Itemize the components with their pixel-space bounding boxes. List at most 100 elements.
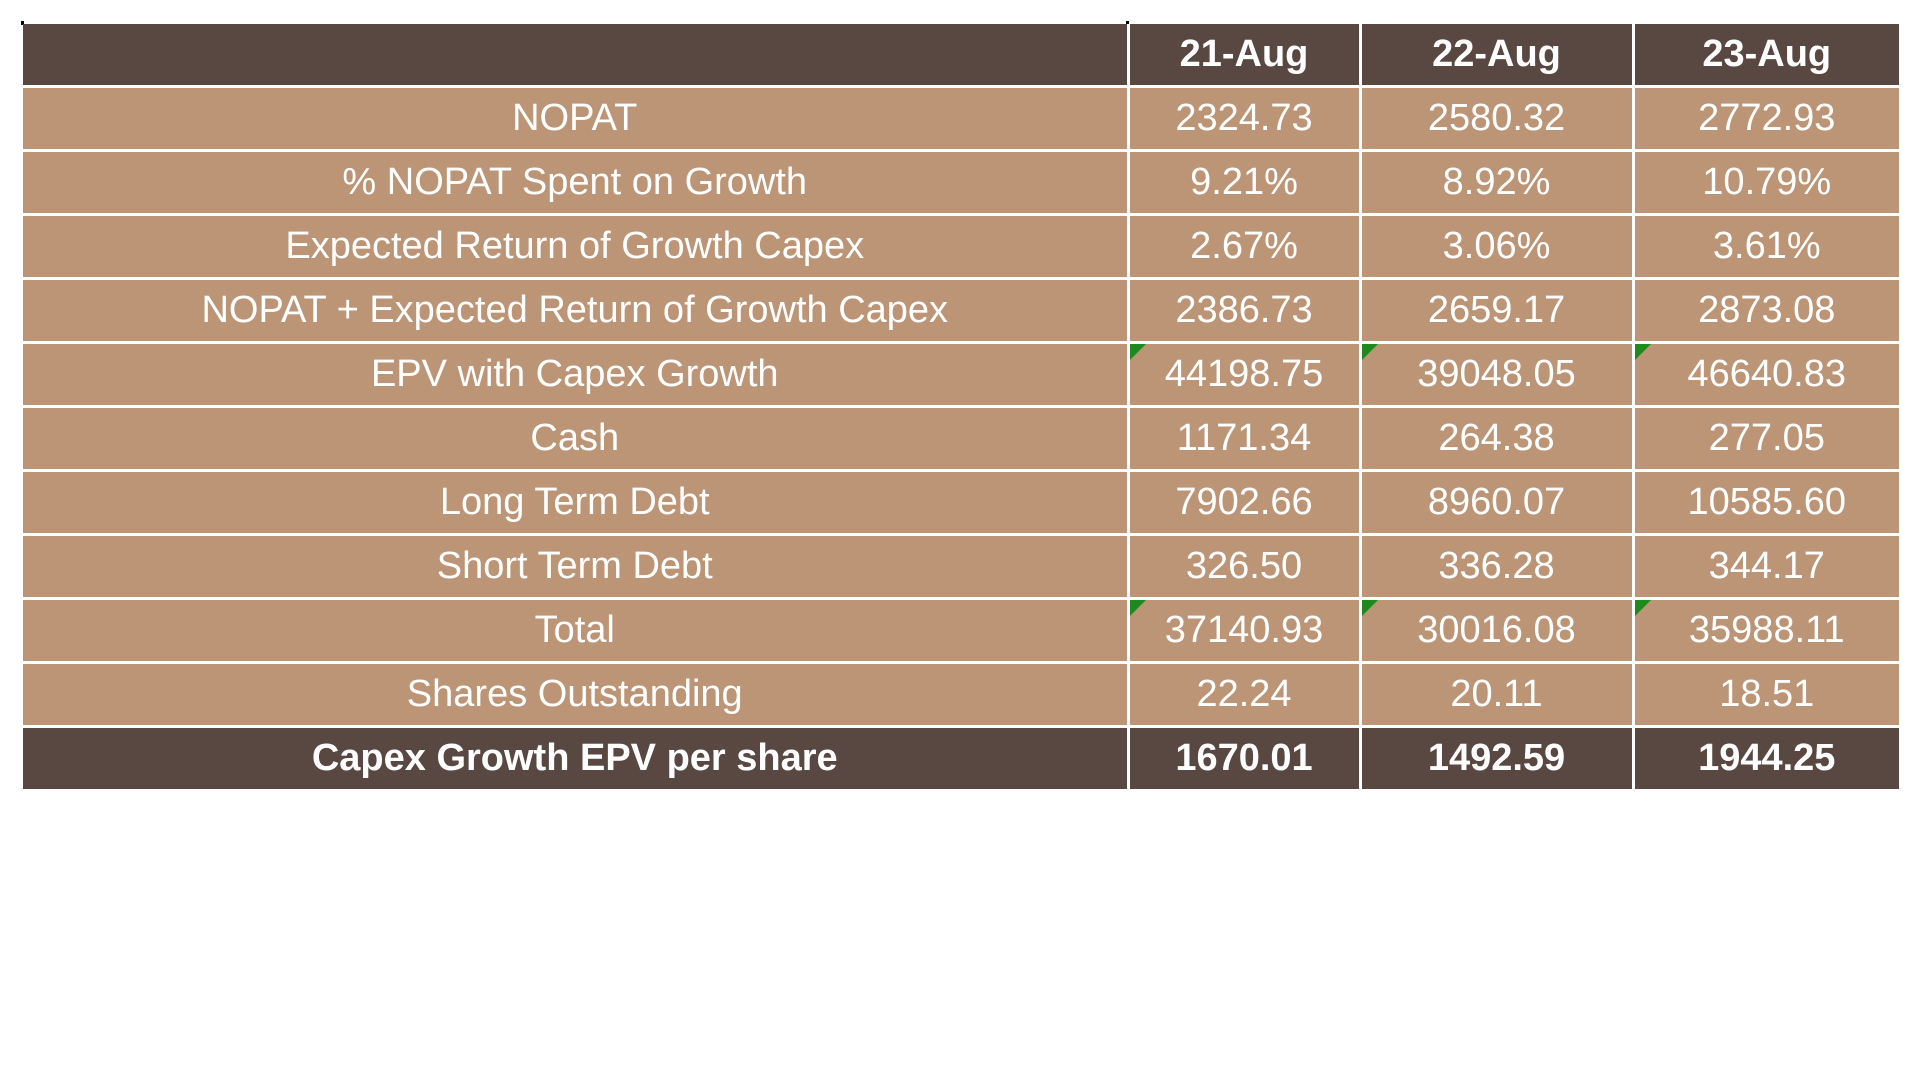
value-cell[interactable]: 8.92%	[1360, 150, 1635, 216]
value-cell[interactable]: 10585.60	[1633, 470, 1899, 536]
value-cell[interactable]: 336.28	[1360, 534, 1635, 600]
value-cell[interactable]: 30016.08	[1360, 598, 1635, 664]
row-label-cell[interactable]: Short Term Debt	[23, 534, 1130, 600]
row-label-cell[interactable]: EPV with Capex Growth	[23, 342, 1130, 408]
value-cell[interactable]: 20.11	[1360, 662, 1635, 728]
value-text: 22.24	[1196, 673, 1292, 715]
value-text: 44198.75	[1164, 353, 1324, 395]
row-label-cell[interactable]: NOPAT	[23, 86, 1130, 152]
error-indicator-icon[interactable]	[1129, 344, 1146, 360]
value-text: 8960.07	[1427, 481, 1566, 523]
value-cell[interactable]: 326.50	[1128, 534, 1362, 600]
value-text: 2.67%	[1190, 225, 1298, 267]
value-text: 10.79%	[1702, 161, 1832, 203]
table-row: Shares Outstanding 22.24 20.11 18.51	[23, 662, 1899, 728]
value-text: 326.50	[1185, 545, 1303, 587]
table-row: Total 37140.93 30016.08 35988.11	[23, 598, 1899, 664]
row-label-cell[interactable]: Total	[23, 598, 1130, 664]
error-indicator-icon[interactable]	[1634, 344, 1651, 360]
value-cell[interactable]: 2580.32	[1360, 86, 1635, 152]
error-indicator-icon[interactable]	[1129, 600, 1146, 616]
value-cell[interactable]: 10.79%	[1633, 150, 1899, 216]
value-text: 10585.60	[1687, 481, 1847, 523]
table-row: Cash 1171.34 264.38 277.05	[23, 406, 1899, 472]
value-cell[interactable]: 22.24	[1128, 662, 1362, 728]
table-row: % NOPAT Spent on Growth 9.21% 8.92% 10.79%	[23, 150, 1899, 216]
table-row: Expected Return of Growth Capex 2.67% 3.06…	[23, 214, 1899, 280]
value-cell[interactable]: 44198.75	[1128, 342, 1362, 408]
value-text: 2873.08	[1698, 289, 1836, 331]
value-cell[interactable]: 264.38	[1360, 406, 1635, 472]
header-row: 21-Aug 22-Aug 23-Aug	[23, 24, 1899, 88]
footer-value-cell[interactable]: 1492.59	[1360, 726, 1635, 789]
error-indicator-icon[interactable]	[1634, 600, 1651, 616]
row-label-cell[interactable]: Expected Return of Growth Capex	[23, 214, 1130, 280]
value-text: 277.05	[1708, 417, 1825, 459]
value-cell[interactable]: 2772.93	[1633, 86, 1899, 152]
value-cell[interactable]: 3.61%	[1633, 214, 1899, 280]
value-cell[interactable]: 2324.73	[1128, 86, 1362, 152]
value-cell[interactable]: 2659.17	[1360, 278, 1635, 344]
footer-row: Capex Growth EPV per share 1670.01 1492.59…	[23, 726, 1899, 789]
value-text: 7902.66	[1175, 481, 1313, 523]
value-text: 9.21%	[1190, 161, 1298, 203]
value-text: 336.28	[1438, 545, 1555, 587]
value-text: 20.11	[1450, 673, 1543, 715]
row-label-cell[interactable]: Long Term Debt	[23, 470, 1130, 536]
value-cell[interactable]: 2873.08	[1633, 278, 1899, 344]
value-text: 2659.17	[1427, 289, 1566, 331]
header-cell-label[interactable]	[23, 24, 1130, 88]
value-cell[interactable]: 9.21%	[1128, 150, 1362, 216]
header-cell-22-aug[interactable]: 22-Aug	[1360, 24, 1635, 88]
value-text: 264.38	[1438, 417, 1555, 459]
epv-table: 21-Aug 22-Aug 23-Aug NOPAT 2324.73 2580.32…	[23, 24, 1899, 789]
table-body: NOPAT 2324.73 2580.32 2772.93 % NOPAT Spent …	[23, 86, 1899, 789]
value-cell[interactable]: 2386.73	[1128, 278, 1362, 344]
footer-value-cell[interactable]: 1670.01	[1128, 726, 1362, 789]
table-row: NOPAT 2324.73 2580.32 2772.93	[23, 86, 1899, 152]
value-text: 3.06%	[1442, 225, 1551, 267]
row-label-cell[interactable]: Cash	[23, 406, 1130, 472]
value-cell[interactable]: 7902.66	[1128, 470, 1362, 536]
table-row: Short Term Debt 326.50 336.28 344.17	[23, 534, 1899, 600]
value-text: 39048.05	[1417, 353, 1576, 395]
value-text: 3.61%	[1712, 225, 1821, 267]
value-cell[interactable]: 1171.34	[1128, 406, 1362, 472]
value-text: 35988.11	[1688, 609, 1845, 651]
value-text: 1171.34	[1176, 417, 1312, 459]
header-cell-21-aug[interactable]: 21-Aug	[1128, 24, 1362, 88]
value-text: 37140.93	[1164, 609, 1324, 651]
value-cell[interactable]: 35988.11	[1633, 598, 1899, 664]
row-label-cell[interactable]: NOPAT + Expected Return of Growth Capex	[23, 278, 1130, 344]
value-text: 344.17	[1708, 545, 1825, 587]
value-cell[interactable]: 46640.83	[1633, 342, 1899, 408]
header-cell-23-aug[interactable]: 23-Aug	[1633, 24, 1899, 88]
value-text: 46640.83	[1687, 353, 1847, 395]
value-text: 2386.73	[1175, 289, 1313, 331]
row-label-cell[interactable]: % NOPAT Spent on Growth	[23, 150, 1130, 216]
value-cell[interactable]: 39048.05	[1360, 342, 1635, 408]
error-indicator-icon[interactable]	[1361, 344, 1378, 360]
value-cell[interactable]: 2.67%	[1128, 214, 1362, 280]
table-row: Long Term Debt 7902.66 8960.07 10585.60	[23, 470, 1899, 536]
value-cell[interactable]: 3.06%	[1360, 214, 1635, 280]
value-text: 30016.08	[1417, 609, 1576, 651]
value-cell[interactable]: 37140.93	[1128, 598, 1362, 664]
value-cell[interactable]: 277.05	[1633, 406, 1899, 472]
value-cell[interactable]: 8960.07	[1360, 470, 1635, 536]
value-text: 2580.32	[1427, 97, 1566, 139]
footer-value-cell[interactable]: 1944.25	[1633, 726, 1899, 789]
error-indicator-icon[interactable]	[1361, 600, 1378, 616]
value-cell[interactable]: 344.17	[1633, 534, 1899, 600]
value-text: 2324.73	[1175, 97, 1313, 139]
table-row: EPV with Capex Growth 44198.75 39048.05 466…	[23, 342, 1899, 408]
value-text: 8.92%	[1442, 161, 1551, 203]
selection-corner-mark	[21, 21, 24, 25]
selection-corner-mark	[1126, 21, 1129, 25]
value-cell[interactable]: 18.51	[1633, 662, 1899, 728]
value-text: 2772.93	[1698, 97, 1836, 139]
table-row: NOPAT + Expected Return of Growth Capex 2…	[23, 278, 1899, 344]
row-label-cell[interactable]: Shares Outstanding	[23, 662, 1130, 728]
footer-label-cell[interactable]: Capex Growth EPV per share	[23, 726, 1130, 789]
